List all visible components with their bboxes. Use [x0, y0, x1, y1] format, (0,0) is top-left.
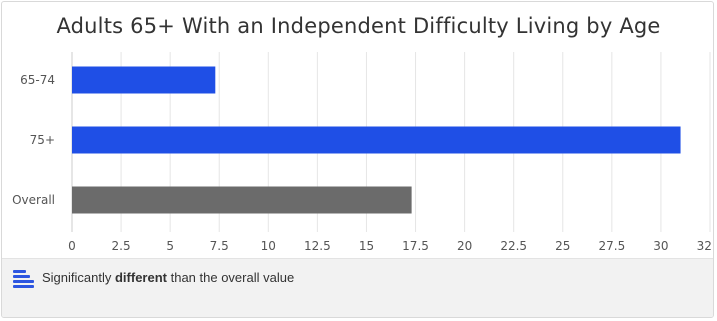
x-tick-label: 30: [653, 239, 668, 253]
legend-text: Significantly different than the overall…: [42, 270, 294, 285]
bar: [72, 126, 681, 154]
x-tick-label: 10: [261, 239, 276, 253]
bar-chart: 0 2.5 5 7.5 10 12.5 15 17.5 20 22.5 25 27.5 30 32.5 65…: [12, 52, 714, 258]
bar: [72, 66, 216, 94]
x-tick-label: 2.5: [112, 239, 131, 253]
legend-suffix: than the overall value: [166, 270, 295, 285]
bar: [72, 186, 412, 214]
x-axis-title: percent: [353, 257, 399, 258]
legend-bold: different: [114, 270, 167, 285]
x-tick-label: 25: [555, 239, 570, 253]
x-tick-label: 7.5: [210, 239, 229, 253]
category-label: 75+: [30, 133, 55, 147]
x-tick-label: 22.5: [500, 239, 527, 253]
x-tick-label: 32.5: [697, 239, 714, 253]
x-tick-label: 17.5: [402, 239, 429, 253]
x-tick-label: 15: [359, 239, 374, 253]
chart-title: Adults 65+ With an Independent Difficult…: [56, 14, 661, 38]
legend-prefix: Significantly: [42, 270, 115, 285]
x-tick-label: 12.5: [304, 239, 331, 253]
x-tick-label: 0: [68, 239, 76, 253]
bars-icon: [13, 270, 35, 288]
category-label: 65-74: [20, 73, 55, 87]
legend-footer: Significantly different than the overall…: [2, 258, 713, 317]
x-tick-label: 20: [457, 239, 472, 253]
x-tick-label: 5: [166, 239, 174, 253]
category-label: Overall: [12, 193, 55, 207]
x-tick-label: 27.5: [598, 239, 625, 253]
